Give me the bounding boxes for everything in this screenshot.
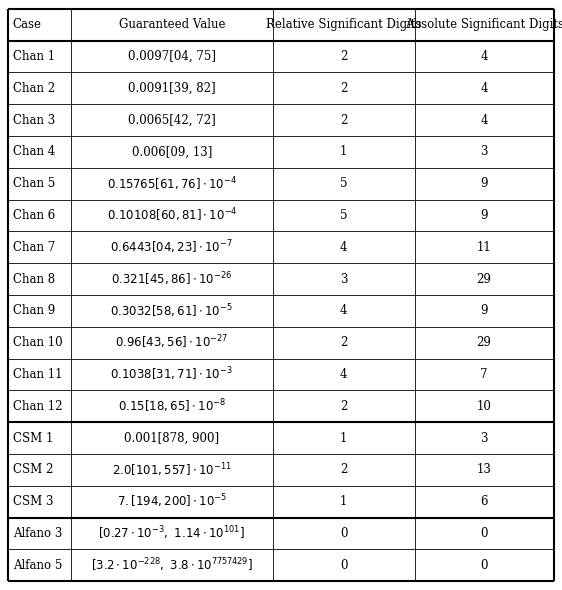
Text: 6: 6 bbox=[481, 495, 488, 508]
Text: $0.3032[58, 61] \cdot 10^{-5}$: $0.3032[58, 61] \cdot 10^{-5}$ bbox=[111, 302, 233, 320]
Text: 0: 0 bbox=[481, 559, 488, 572]
Text: 2: 2 bbox=[340, 400, 347, 413]
Text: 1: 1 bbox=[340, 145, 347, 159]
Text: CSM 3: CSM 3 bbox=[13, 495, 53, 508]
Text: Chan 1: Chan 1 bbox=[13, 50, 55, 63]
Text: $0.15765[61, 76] \cdot 10^{-4}$: $0.15765[61, 76] \cdot 10^{-4}$ bbox=[107, 175, 237, 192]
Text: 1: 1 bbox=[340, 431, 347, 445]
Text: Alfano 3: Alfano 3 bbox=[13, 527, 62, 540]
Text: 5: 5 bbox=[340, 177, 347, 190]
Text: 0.001[878, 900]: 0.001[878, 900] bbox=[124, 431, 220, 445]
Text: 3: 3 bbox=[481, 145, 488, 159]
Text: 4: 4 bbox=[340, 241, 347, 254]
Text: 3: 3 bbox=[481, 431, 488, 445]
Text: CSM 2: CSM 2 bbox=[13, 463, 53, 476]
Text: Chan 3: Chan 3 bbox=[13, 114, 55, 127]
Text: Chan 9: Chan 9 bbox=[13, 304, 55, 317]
Text: $0.15[18, 65] \cdot 10^{-8}$: $0.15[18, 65] \cdot 10^{-8}$ bbox=[118, 398, 226, 415]
Text: 4: 4 bbox=[340, 368, 347, 381]
Text: 4: 4 bbox=[481, 50, 488, 63]
Text: 0.0091[39, 82]: 0.0091[39, 82] bbox=[128, 82, 216, 95]
Text: 2: 2 bbox=[340, 50, 347, 63]
Text: 4: 4 bbox=[340, 304, 347, 317]
Text: $0.1038[31, 71] \cdot 10^{-3}$: $0.1038[31, 71] \cdot 10^{-3}$ bbox=[111, 366, 233, 384]
Text: 0.0097[04, 75]: 0.0097[04, 75] bbox=[128, 50, 216, 63]
Text: 0: 0 bbox=[481, 527, 488, 540]
Text: 0.0065[42, 72]: 0.0065[42, 72] bbox=[128, 114, 216, 127]
Text: 13: 13 bbox=[477, 463, 492, 476]
Text: Case: Case bbox=[13, 18, 42, 31]
Text: Chan 11: Chan 11 bbox=[13, 368, 62, 381]
Text: 9: 9 bbox=[481, 177, 488, 190]
Text: Absolute Significant Digits: Absolute Significant Digits bbox=[405, 18, 562, 31]
Text: $[3.2 \cdot 10^{-228},\ 3.8 \cdot 10^{7757429}]$: $[3.2 \cdot 10^{-228},\ 3.8 \cdot 10^{77… bbox=[91, 556, 253, 574]
Text: 1: 1 bbox=[340, 495, 347, 508]
Text: 9: 9 bbox=[481, 304, 488, 317]
Text: 29: 29 bbox=[477, 273, 492, 286]
Text: 0: 0 bbox=[340, 527, 347, 540]
Text: $0.6443[04, 23] \cdot 10^{-7}$: $0.6443[04, 23] \cdot 10^{-7}$ bbox=[111, 238, 233, 256]
Text: Chan 7: Chan 7 bbox=[13, 241, 55, 254]
Text: $[0.27 \cdot 10^{-3},\ 1.14 \cdot 10^{101}]$: $[0.27 \cdot 10^{-3},\ 1.14 \cdot 10^{10… bbox=[98, 525, 246, 542]
Text: 10: 10 bbox=[477, 400, 492, 413]
Text: 2: 2 bbox=[340, 463, 347, 476]
Text: 2: 2 bbox=[340, 336, 347, 349]
Text: 0.006[09, 13]: 0.006[09, 13] bbox=[132, 145, 212, 159]
Text: CSM 1: CSM 1 bbox=[13, 431, 53, 445]
Text: 9: 9 bbox=[481, 209, 488, 222]
Text: $7.[194, 200] \cdot 10^{-5}$: $7.[194, 200] \cdot 10^{-5}$ bbox=[117, 493, 227, 510]
Text: 11: 11 bbox=[477, 241, 491, 254]
Text: 2: 2 bbox=[340, 114, 347, 127]
Text: 2: 2 bbox=[340, 82, 347, 95]
Text: Chan 8: Chan 8 bbox=[13, 273, 55, 286]
Text: 4: 4 bbox=[481, 82, 488, 95]
Text: $0.321[45, 86] \cdot 10^{-26}$: $0.321[45, 86] \cdot 10^{-26}$ bbox=[111, 270, 233, 288]
Text: $2.0[101, 557] \cdot 10^{-11}$: $2.0[101, 557] \cdot 10^{-11}$ bbox=[112, 461, 232, 478]
Text: Chan 10: Chan 10 bbox=[13, 336, 62, 349]
Text: 29: 29 bbox=[477, 336, 492, 349]
Text: 4: 4 bbox=[481, 114, 488, 127]
Text: Relative Significant Digits: Relative Significant Digits bbox=[266, 18, 422, 31]
Text: 0: 0 bbox=[340, 559, 347, 572]
Text: 7: 7 bbox=[481, 368, 488, 381]
Text: 3: 3 bbox=[340, 273, 347, 286]
Text: Chan 12: Chan 12 bbox=[13, 400, 62, 413]
Text: Chan 4: Chan 4 bbox=[13, 145, 55, 159]
Text: 5: 5 bbox=[340, 209, 347, 222]
Text: Guaranteed Value: Guaranteed Value bbox=[119, 18, 225, 31]
Text: Alfano 5: Alfano 5 bbox=[13, 559, 62, 572]
Text: Chan 6: Chan 6 bbox=[13, 209, 55, 222]
Text: $0.10108[60, 81] \cdot 10^{-4}$: $0.10108[60, 81] \cdot 10^{-4}$ bbox=[107, 206, 237, 224]
Text: Chan 5: Chan 5 bbox=[13, 177, 55, 190]
Text: $0.96[43, 56] \cdot 10^{-27}$: $0.96[43, 56] \cdot 10^{-27}$ bbox=[115, 334, 229, 352]
Text: Chan 2: Chan 2 bbox=[13, 82, 55, 95]
